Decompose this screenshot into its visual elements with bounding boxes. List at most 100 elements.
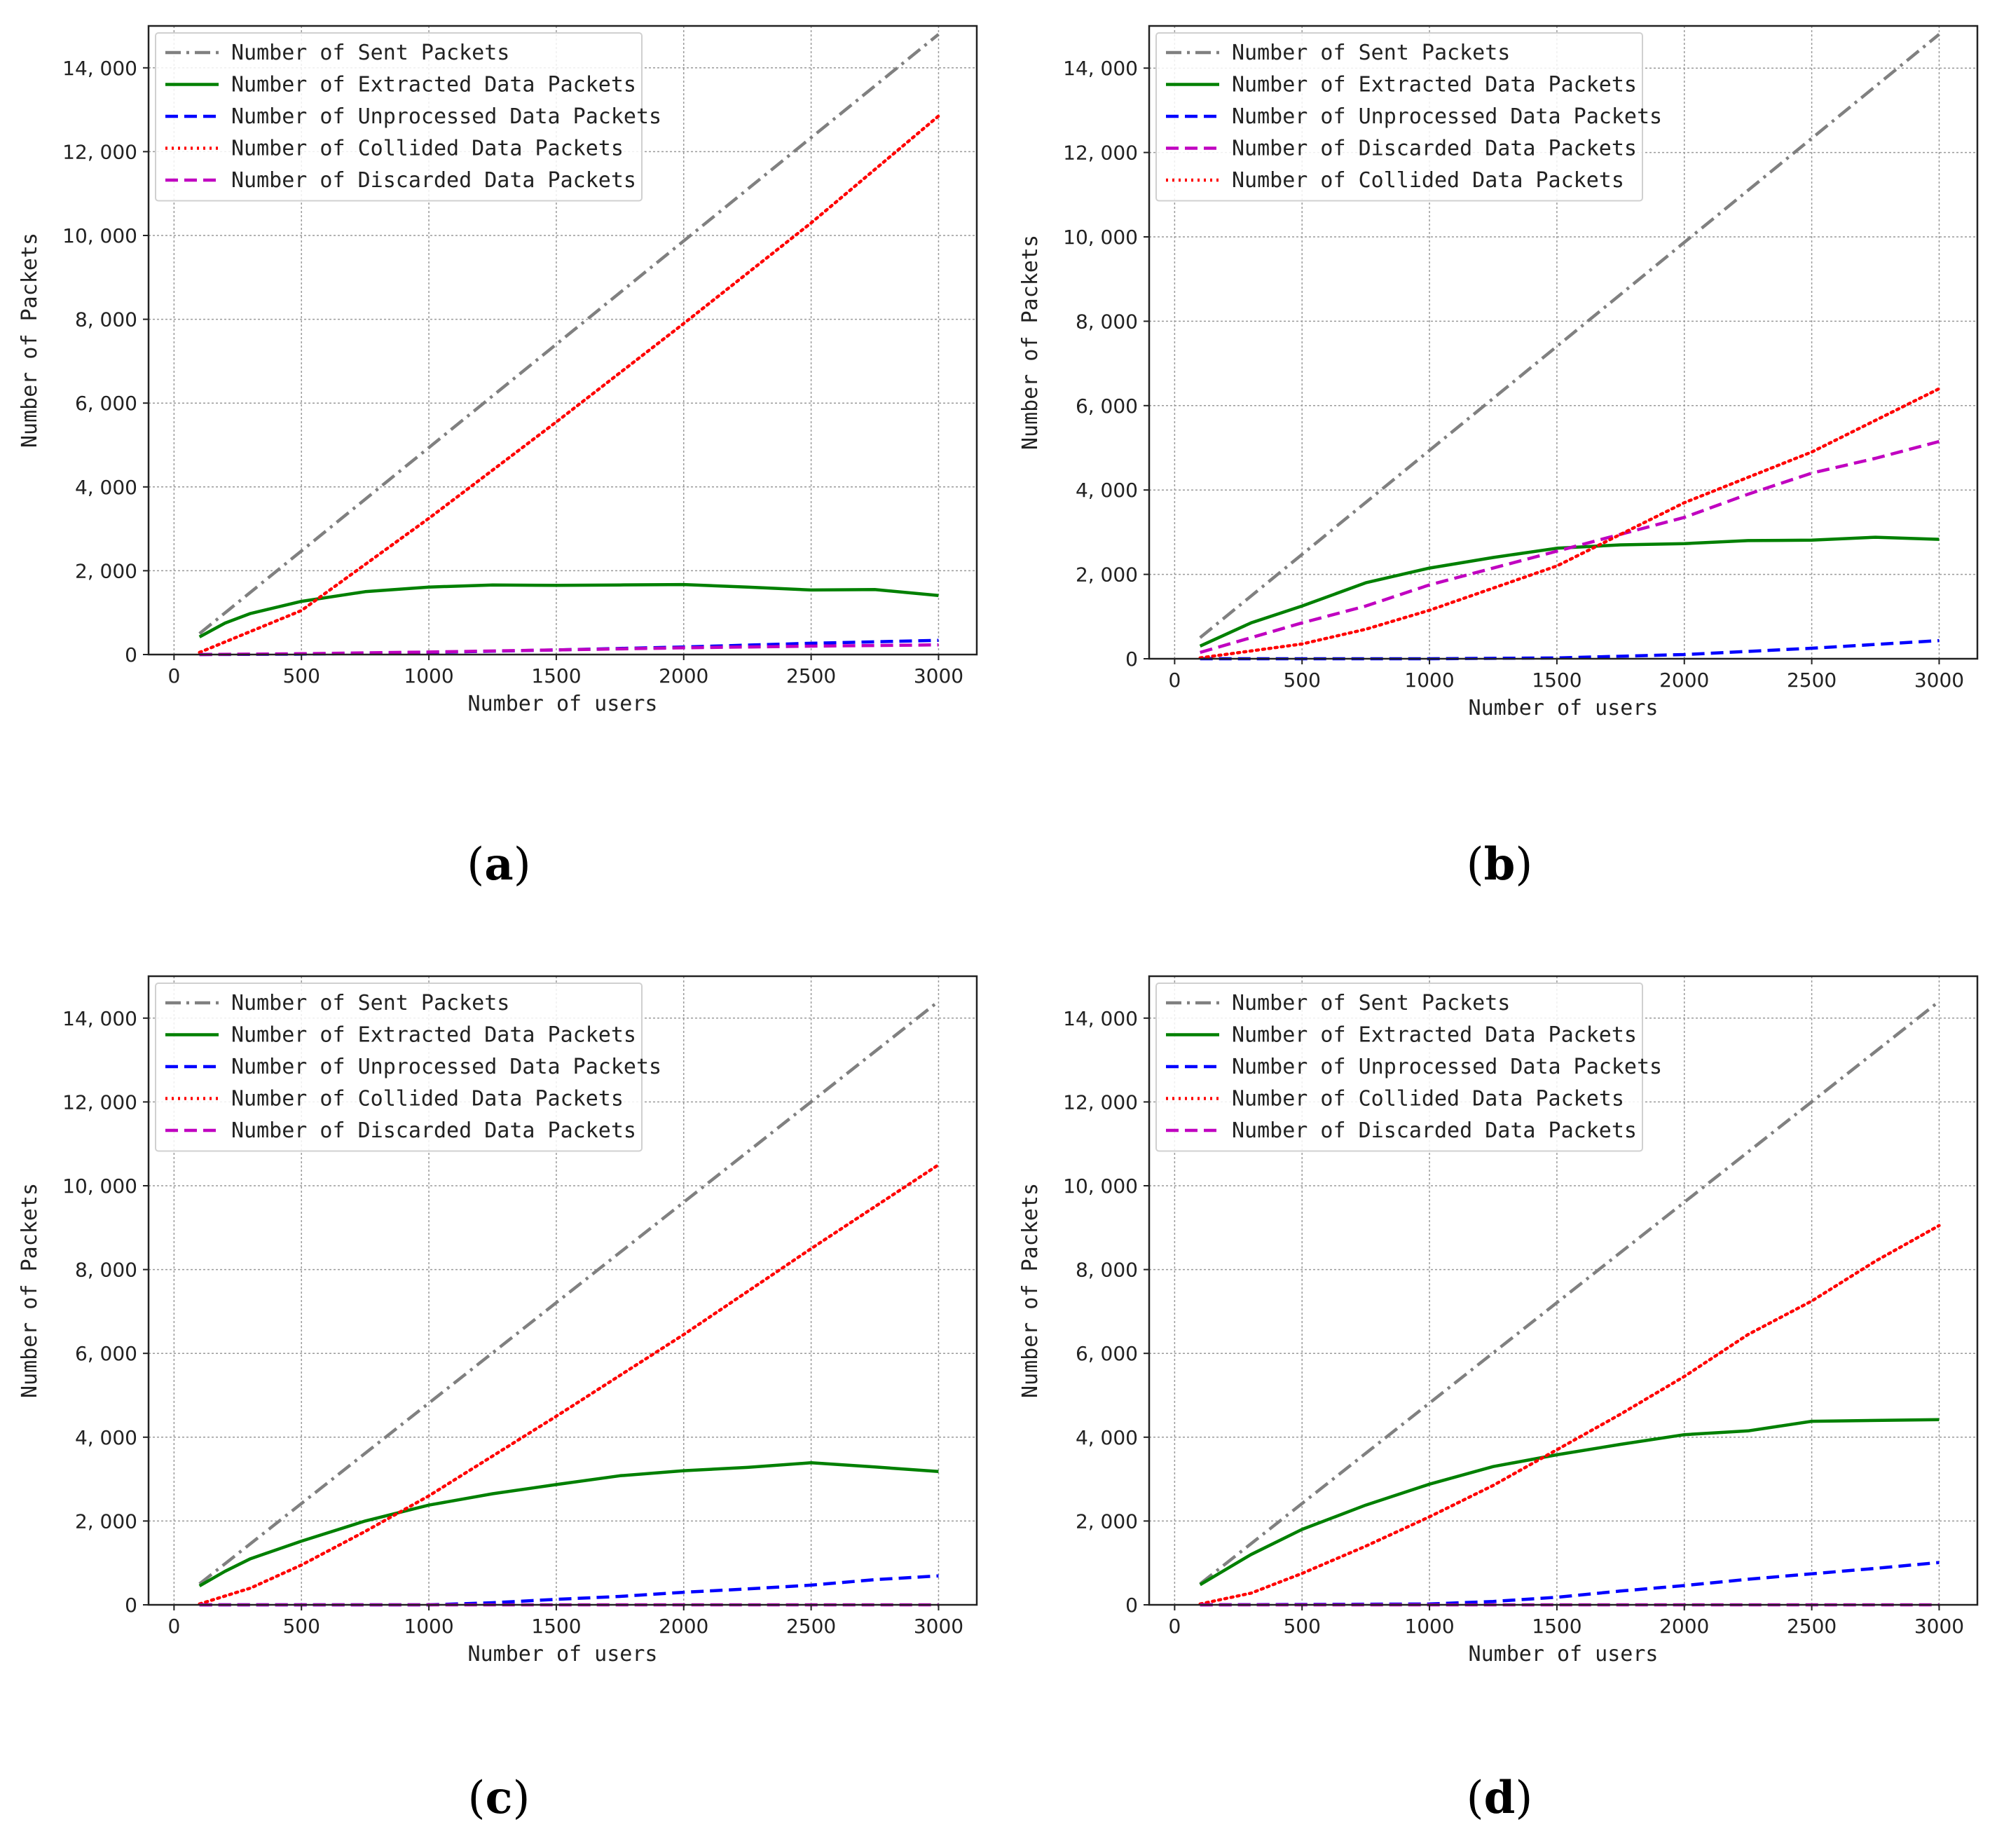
legend-entry: Number of Extracted Data Packets [1232, 1023, 1637, 1048]
y-tick-label: 8, 000 [75, 308, 137, 331]
x-tick-label: 500 [282, 1615, 320, 1638]
x-tick-label: 0 [167, 664, 180, 687]
axes-frame [147, 975, 978, 1606]
x-axis-label: Number of users [1469, 1642, 1659, 1666]
y-tick-label: 4, 000 [75, 476, 137, 499]
y-axis-label: Number of Packets [18, 233, 42, 448]
panel-label: (a) [467, 838, 530, 891]
y-tick-label: 8, 000 [1076, 310, 1138, 333]
x-tick-label: 0 [1168, 669, 1181, 692]
y-tick-label: 0 [1125, 1594, 1138, 1617]
x-tick-label: 2000 [659, 1615, 708, 1638]
x-tick-label: 2500 [1787, 1615, 1837, 1638]
x-tick-label: 0 [1168, 1615, 1181, 1638]
x-tick-label: 3000 [914, 664, 963, 687]
y-tick-label: 12, 000 [62, 140, 137, 163]
x-tick-label: 2500 [786, 664, 836, 687]
panel-label: (d) [1467, 1772, 1533, 1824]
x-tick-label: 3000 [1914, 669, 1964, 692]
series-line-number-of-unprocessed-data-packets [1200, 1561, 1940, 1607]
y-tick-label: 6, 000 [1076, 1342, 1138, 1365]
x-tick-label: 1500 [1532, 1615, 1581, 1638]
series-line-number-of-collided-data-packets [1198, 1224, 1941, 1606]
x-tick-label: 2500 [786, 1615, 836, 1638]
y-tick-label: 2, 000 [75, 559, 137, 582]
legend-entry: Number of Collided Data Packets [1232, 168, 1624, 193]
x-tick-label: 500 [1283, 1615, 1320, 1638]
x-tick-label: 2000 [1659, 1615, 1709, 1638]
y-axis-label: Number of Packets [1018, 235, 1043, 450]
x-tick-label: 1500 [531, 664, 581, 687]
legend-box [1155, 983, 1643, 1152]
chart-panel-c: 0 500 1000 1500 2000 2500 3000 0 2, 000 4, 000 6, … [18, 975, 978, 1824]
series-line-number-of-unprocessed-data-packets [199, 1574, 939, 1607]
y-axis-label: Number of Packets [1018, 1183, 1043, 1398]
chart-panel-a: 0 500 1000 1500 2000 2500 3000 0 2, 000 4, 000 6, … [18, 25, 978, 891]
x-tick-label: 2000 [1659, 669, 1709, 692]
x-tick-label: 3000 [1914, 1615, 1964, 1638]
legend-entry: Number of Collided Data Packets [231, 137, 624, 161]
legend-entry: Number of Extracted Data Packets [231, 1023, 636, 1048]
series-line-number-of-extracted-data-packets [198, 1461, 939, 1588]
axes-frame [147, 25, 978, 656]
chart-panel-b: 0 500 1000 1500 2000 2500 3000 0 2, 000 4, 000 6, … [1018, 25, 1979, 891]
y-tick-label: 14, 000 [1063, 1007, 1138, 1030]
x-tick-label: 500 [282, 664, 320, 687]
y-tick-label: 12, 000 [1063, 1090, 1138, 1114]
x-tick-label: 0 [167, 1615, 180, 1638]
axes-frame [1148, 975, 1979, 1606]
legend-entry: Number of Collided Data Packets [231, 1087, 624, 1111]
legend-box [1155, 32, 1643, 202]
legend-box [155, 32, 643, 202]
x-tick-label: 3000 [914, 1615, 963, 1638]
series-line-number-of-sent-packets [1199, 1000, 1940, 1585]
y-tick-label: 4, 000 [1076, 479, 1138, 502]
legend-entry: Number of Sent Packets [1232, 41, 1510, 65]
legend-entry: Number of Extracted Data Packets [231, 73, 636, 97]
y-tick-label: 6, 000 [1076, 395, 1138, 418]
series-line-number-of-extracted-data-packets [1199, 535, 1940, 648]
x-tick-label: 1000 [1404, 669, 1454, 692]
x-axis-label: Number of users [468, 692, 658, 716]
legend-entry: Number of Sent Packets [231, 41, 509, 65]
x-axis-label: Number of users [1469, 696, 1659, 720]
legend-entry: Number of Discarded Data Packets [231, 1118, 636, 1143]
legend-entry: Number of Discarded Data Packets [231, 168, 636, 193]
y-tick-label: 14, 000 [62, 1007, 137, 1030]
legend-box [155, 983, 643, 1152]
y-tick-label: 0 [1125, 648, 1138, 671]
y-tick-label: 12, 000 [62, 1090, 137, 1114]
y-tick-label: 10, 000 [1063, 226, 1138, 249]
y-tick-label: 2, 000 [75, 1510, 137, 1533]
y-tick-label: 2, 000 [1076, 1510, 1138, 1533]
legend-entry: Number of Discarded Data Packets [1232, 1118, 1637, 1143]
x-tick-label: 1000 [404, 664, 453, 687]
x-tick-label: 2000 [659, 664, 708, 687]
legend-entry: Number of Collided Data Packets [1232, 1087, 1624, 1111]
series-line-number-of-sent-packets [198, 33, 940, 635]
series-line-number-of-extracted-data-packets [1199, 1418, 1940, 1587]
y-tick-label: 10, 000 [62, 1175, 137, 1198]
x-tick-label: 2500 [1787, 669, 1837, 692]
panel-label: (c) [468, 1772, 530, 1824]
y-tick-label: 10, 000 [62, 224, 137, 247]
series-line-number-of-collided-data-packets [198, 114, 940, 655]
y-tick-label: 0 [125, 643, 137, 666]
series-line-number-of-sent-packets [1199, 33, 1940, 639]
series-line-number-of-discarded-data-packets [1200, 439, 1940, 655]
series-line-number-of-collided-data-packets [198, 1163, 940, 1606]
y-tick-label: 4, 000 [1076, 1426, 1138, 1449]
x-tick-label: 1500 [1532, 669, 1581, 692]
y-tick-label: 6, 000 [75, 1342, 137, 1365]
y-tick-label: 12, 000 [1063, 142, 1138, 165]
y-tick-label: 14, 000 [62, 57, 137, 80]
y-tick-label: 14, 000 [1063, 57, 1138, 80]
legend-entry: Number of Discarded Data Packets [1232, 137, 1637, 161]
y-tick-label: 8, 000 [75, 1259, 137, 1282]
series-line-number-of-sent-packets [198, 1000, 940, 1585]
legend-entry: Number of Sent Packets [1232, 991, 1510, 1015]
x-tick-label: 1000 [404, 1615, 453, 1638]
chart-panel-d: 0 500 1000 1500 2000 2500 3000 0 2, 000 4, 000 6, … [1018, 975, 1979, 1824]
series-line-number-of-collided-data-packets [1198, 387, 1941, 660]
